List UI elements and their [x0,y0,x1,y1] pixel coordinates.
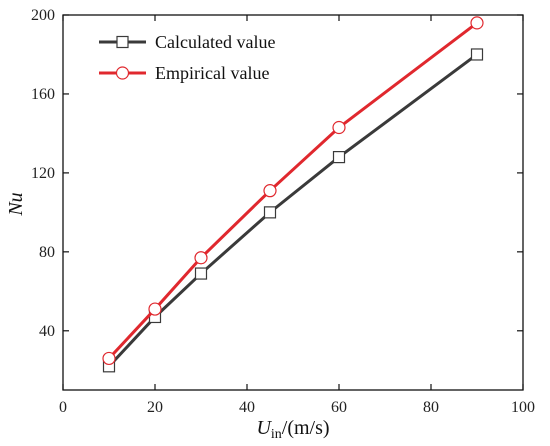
legend-label: Calculated value [155,32,275,52]
legend-marker [116,35,129,49]
legend-marker [115,66,130,80]
x-tick-label: 0 [59,399,67,416]
series-layer [102,16,484,373]
y-axis-ticks: 40 80 120 160 200 [31,7,523,340]
data-point [470,48,484,61]
legend: Calculated value Empirical value [99,32,275,83]
x-axis-title: Uin/(m/s) [256,417,329,442]
data-point [332,120,346,135]
y-axis-title: Nu [5,192,27,216]
legend-label: Empirical value [155,63,269,83]
data-point [194,267,208,280]
series-line [107,53,478,368]
series-line [107,21,478,360]
series-2 [102,16,484,366]
y-tick-label: 200 [31,7,55,24]
x-tick-label: 60 [331,399,347,416]
x-axis-title-main: U [256,417,272,439]
x-tick-label: 100 [511,399,535,416]
x-axis-ticks: 0 20 40 60 80 100 [59,15,535,416]
data-point [148,302,162,316]
x-axis-title-subscript: in [271,427,282,442]
x-tick-label: 40 [239,399,255,416]
data-point [194,251,208,265]
y-tick-label: 80 [39,244,55,261]
data-point [263,206,277,219]
y-tick-label: 160 [31,86,55,103]
y-tick-label: 120 [31,165,55,182]
y-tick-label: 40 [39,323,55,340]
legend-item: Calculated value [99,32,275,52]
legend-item: Empirical value [99,63,269,83]
plot-frame [62,14,524,391]
x-tick-label: 20 [147,399,163,416]
x-tick-label: 80 [423,399,439,416]
data-point [102,351,116,366]
data-point [263,184,277,198]
data-point [332,151,346,164]
x-axis-title-unit: /(m/s) [282,417,330,439]
data-point [470,16,484,30]
series-1 [102,48,484,373]
